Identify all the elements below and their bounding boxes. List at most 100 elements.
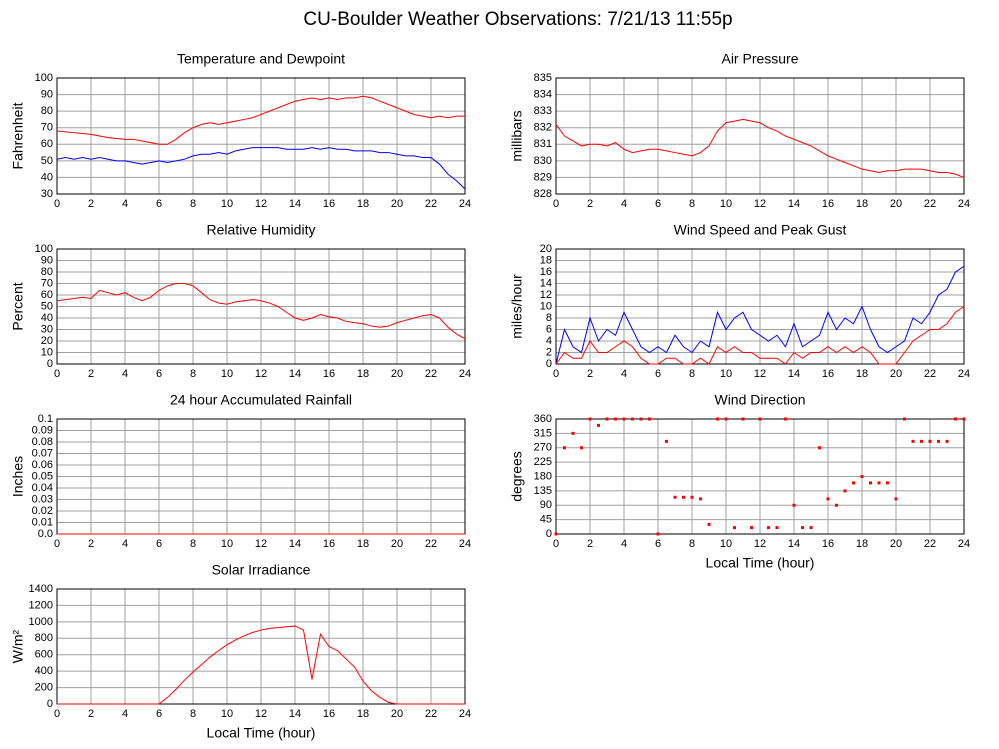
x-tick-label: 8 [190, 708, 196, 720]
y-tick-label: 200 [35, 681, 53, 693]
x-tick-label: 12 [754, 538, 766, 550]
data-point [920, 439, 923, 443]
y-tick-label: 80 [41, 266, 53, 278]
y-tick-label: 832 [534, 122, 552, 134]
x-tick-label: 14 [289, 198, 301, 210]
data-point [843, 489, 847, 493]
x-tick-label: 2 [587, 198, 593, 210]
y-tick-label: 70 [41, 122, 53, 134]
y-tick-label: 270 [534, 442, 552, 454]
data-point [877, 481, 881, 485]
y-tick-label: 50 [41, 300, 53, 312]
x-tick-label: 12 [255, 198, 267, 210]
data-point [605, 417, 609, 421]
x-tick-label: 22 [924, 538, 936, 550]
y-tick-label: 20 [41, 335, 53, 347]
y-tick-label: 60 [41, 138, 53, 150]
x-axis-label: Local Time (hour) [706, 555, 815, 571]
x-tick-label: 8 [689, 368, 695, 380]
data-point [741, 417, 745, 421]
x-tick-label: 20 [890, 368, 902, 380]
y-tick-label: 1000 [29, 616, 53, 628]
x-tick-label: 16 [822, 368, 834, 380]
plot-frame [555, 77, 965, 195]
data-point [894, 497, 898, 501]
data-point [597, 423, 600, 427]
y-tick-label: 10 [540, 300, 552, 312]
y-tick-label: 0 [546, 528, 552, 540]
y-tick-label: 830 [534, 155, 552, 167]
data-point [716, 417, 719, 421]
y-tick-label: 835 [534, 72, 552, 84]
y-tick-label: 0.09 [32, 424, 53, 436]
x-tick-label: 24 [459, 198, 471, 210]
x-tick-label: 2 [88, 368, 94, 380]
x-tick-label: 6 [655, 538, 661, 550]
data-point [860, 475, 864, 478]
y-tick-label: 0.05 [32, 470, 53, 482]
y-tick-label: 10 [41, 346, 53, 358]
data-point [682, 495, 685, 499]
x-tick-label: 6 [156, 538, 162, 550]
x-tick-label: 18 [856, 538, 868, 550]
data-line [57, 625, 465, 705]
x-tick-label: 0 [54, 198, 60, 210]
x-tick-label: 4 [621, 538, 627, 550]
y-tick-label: 90 [41, 88, 53, 100]
x-tick-label: 2 [88, 538, 94, 550]
y-tick-label: 360 [534, 413, 552, 425]
data-point [784, 417, 787, 421]
y-tick-label: 0.01 [32, 516, 53, 528]
x-tick-label: 12 [255, 368, 267, 380]
x-tick-label: 16 [323, 538, 335, 550]
x-tick-label: 4 [122, 708, 128, 720]
x-tick-label: 2 [88, 708, 94, 720]
x-tick-label: 24 [958, 368, 970, 380]
data-point [648, 417, 651, 421]
x-tick-label: 6 [156, 198, 162, 210]
x-tick-label: 16 [323, 368, 335, 380]
y-tick-label: 90 [540, 499, 552, 511]
data-point [852, 481, 855, 485]
x-tick-label: 20 [391, 708, 403, 720]
x-tick-label: 4 [621, 368, 627, 380]
y-tick-label: 1400 [29, 583, 53, 595]
x-tick-label: 22 [425, 538, 437, 550]
y-tick-label: 831 [534, 138, 552, 150]
chart-title: Solar Irradiance [212, 562, 311, 578]
y-tick-label: 0 [47, 358, 53, 370]
y-axis-label: Inches [10, 456, 26, 497]
x-tick-label: 0 [553, 368, 559, 380]
y-tick-label: 0.06 [32, 459, 53, 471]
y-axis-label: millibars [509, 110, 525, 161]
y-tick-label: 18 [540, 254, 552, 266]
x-axis-label: Local Time (hour) [207, 725, 316, 741]
data-point [911, 439, 915, 443]
y-tick-label: 180 [534, 470, 552, 482]
x-tick-label: 2 [587, 368, 593, 380]
x-tick-label: 12 [754, 368, 766, 380]
x-tick-label: 14 [289, 368, 301, 380]
y-tick-label: 0 [546, 358, 552, 370]
x-tick-label: 14 [788, 538, 800, 550]
data-point [631, 417, 634, 421]
data-line [56, 95, 465, 145]
data-point [563, 446, 566, 450]
x-tick-label: 0 [54, 538, 60, 550]
y-tick-label: 834 [534, 88, 552, 100]
y-tick-label: 6 [546, 323, 552, 335]
y-tick-label: 0 [47, 698, 53, 710]
x-tick-label: 24 [459, 538, 471, 550]
y-tick-label: 600 [35, 649, 53, 661]
y-tick-label: 829 [534, 171, 552, 183]
plot-frame [56, 588, 466, 705]
x-tick-label: 20 [391, 538, 403, 550]
x-tick-label: 24 [459, 708, 471, 720]
y-tick-label: 30 [41, 188, 53, 200]
x-tick-label: 22 [425, 368, 437, 380]
data-point [639, 417, 643, 421]
y-tick-label: 0.0 [38, 528, 53, 540]
x-tick-label: 22 [924, 198, 936, 210]
